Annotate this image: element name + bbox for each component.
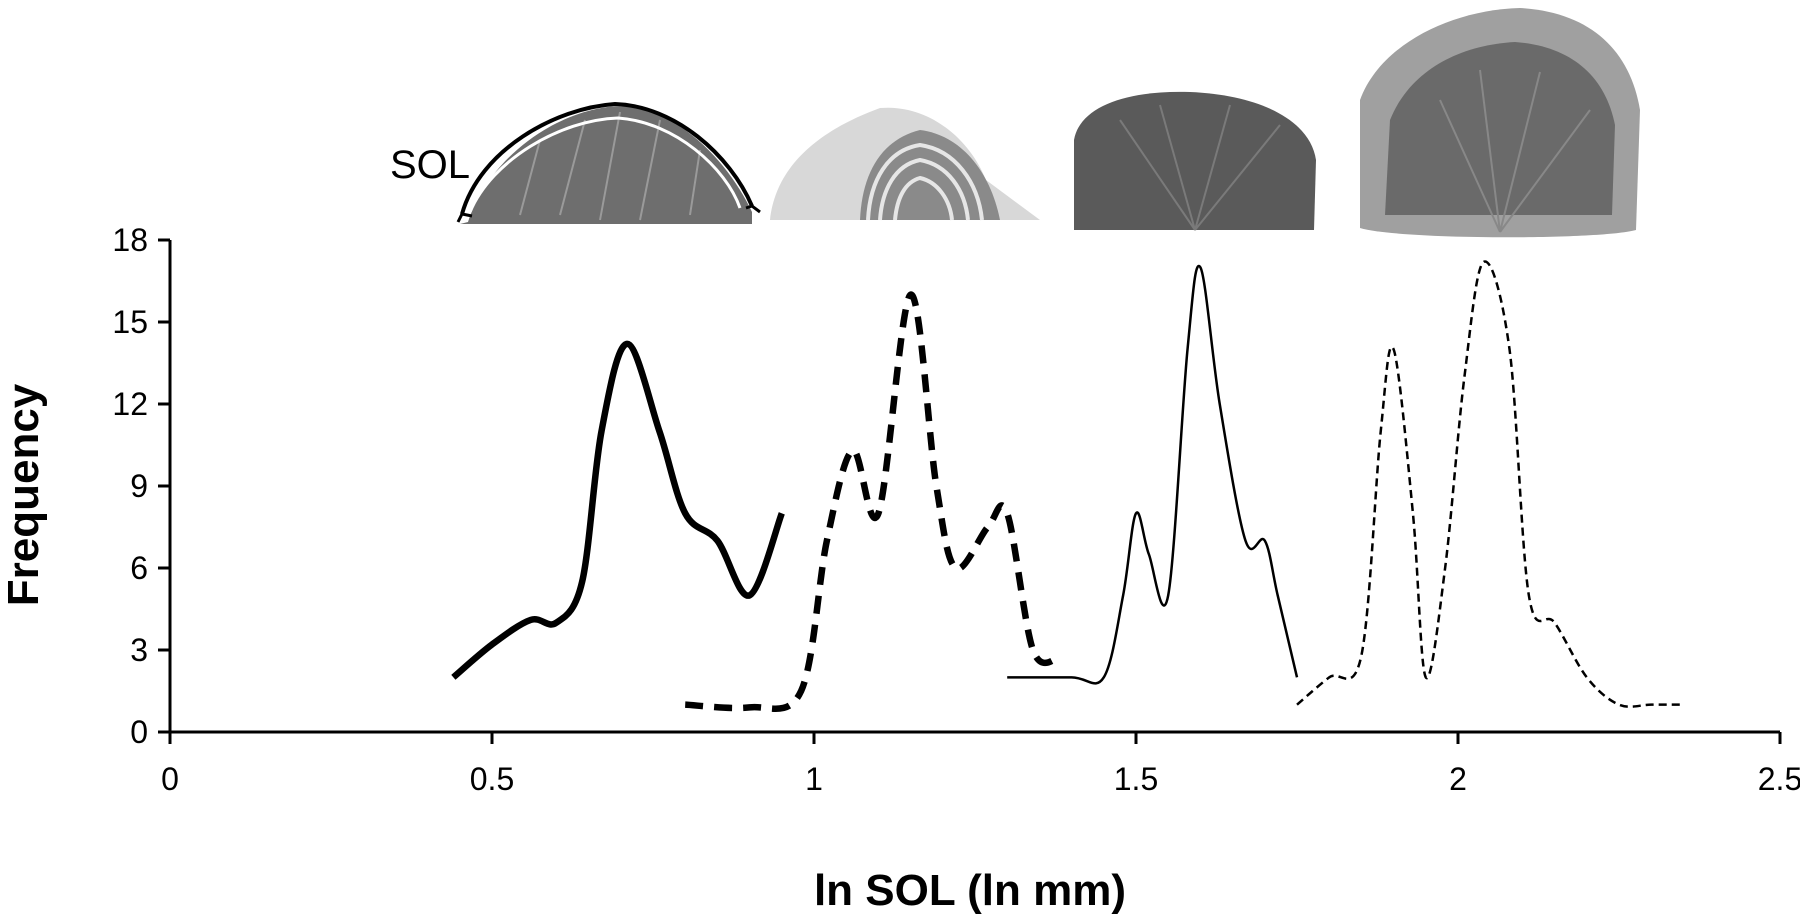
- series-line-3: [1007, 264, 1299, 685]
- y-axis-ticks: 0 3 6 9 12 15 18: [112, 222, 170, 750]
- shell-specimen-2: [770, 107, 1040, 221]
- x-tick-label: 1.5: [1114, 761, 1158, 797]
- x-axis-title: ln SOL (ln mm): [814, 866, 1126, 915]
- shell-specimen-4: [1360, 8, 1640, 238]
- y-tick-label: 18: [112, 222, 148, 258]
- x-tick-label: 0.5: [470, 761, 514, 797]
- series-line-1: [451, 340, 785, 680]
- sol-bracket: [460, 101, 754, 215]
- series-line-4: [1296, 260, 1684, 708]
- x-axis-ticks: 0 0.5 1 1.5 2 2.5: [161, 732, 1800, 797]
- series-line-2: [685, 291, 1060, 713]
- y-tick-label: 9: [130, 468, 148, 504]
- x-tick-label: 2.5: [1758, 761, 1800, 797]
- y-tick-label: 3: [130, 632, 148, 668]
- sol-label: SOL: [390, 143, 470, 187]
- y-tick-label: 15: [112, 304, 148, 340]
- series-layer: [451, 260, 1684, 713]
- y-axis-title: Frequency: [0, 383, 48, 606]
- shell-specimen-3: [1074, 91, 1316, 231]
- x-tick-label: 1: [805, 761, 823, 797]
- y-tick-label: 6: [130, 550, 148, 586]
- shell-specimen-1: [456, 101, 761, 224]
- y-tick-label: 0: [130, 714, 148, 750]
- x-tick-label: 2: [1449, 761, 1467, 797]
- x-tick-label: 0: [161, 761, 179, 797]
- axes: 0 3 6 9 12 15 18 0 0.5 1 1.5 2 2.5: [112, 222, 1800, 797]
- shell-illustrations: SOL: [390, 8, 1640, 238]
- y-tick-label: 12: [112, 386, 148, 422]
